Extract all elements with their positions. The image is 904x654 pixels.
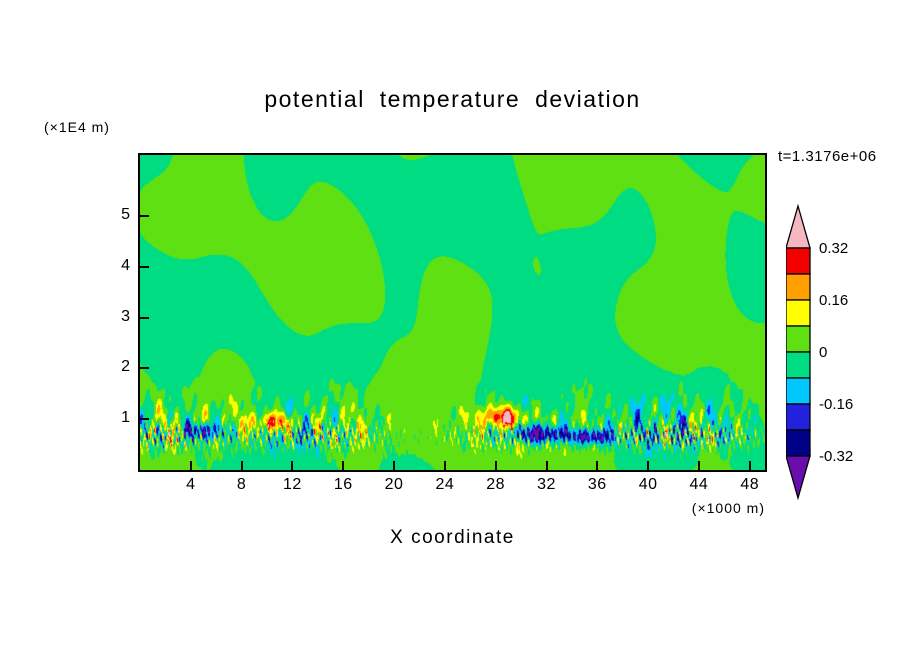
colorbar-label--0.32: -0.32	[819, 448, 853, 465]
colorbar-segment-5	[785, 377, 811, 405]
x-tick-mark-16	[342, 461, 345, 470]
x-tick-mark-44	[697, 461, 700, 470]
x-tick-mark-4	[189, 461, 192, 470]
x-tick-mark-48	[748, 461, 751, 470]
colorbar-segment-4	[785, 351, 811, 379]
colorbar-label-0.16: 0.16	[819, 292, 848, 309]
colorbar-label-0: 0	[819, 344, 827, 361]
x-tick-label-40: 40	[638, 476, 658, 493]
y-tick-mark-5	[140, 214, 149, 217]
x-axis-title: X coordinate	[390, 527, 515, 548]
x-tick-mark-20	[393, 461, 396, 470]
y-tick-mark-2	[140, 367, 149, 370]
y-tick-mark-3	[140, 316, 149, 319]
x-tick-label-8: 8	[236, 476, 247, 493]
x-tick-label-24: 24	[435, 476, 455, 493]
x-axis-units-label: (×1000 m)	[691, 500, 765, 516]
y-tick-label-2: 2	[121, 358, 130, 376]
colorbar-segment-2	[785, 299, 811, 327]
time-label: t=1.3176e+06	[778, 148, 877, 165]
colorbar-label-0.32: 0.32	[819, 240, 848, 257]
x-tick-mark-32	[545, 461, 548, 470]
colorbar-segment-3	[785, 325, 811, 353]
y-tick-mark-4	[140, 265, 149, 268]
x-tick-mark-12	[291, 461, 294, 470]
x-tick-label-28: 28	[486, 476, 506, 493]
colorbar-segment-6	[785, 403, 811, 431]
x-tick-label-32: 32	[537, 476, 556, 493]
colorbar-over-arrow	[785, 203, 811, 249]
plot-area: 4 8 12 16 20 24 28 32 36 40 44 48 1 2 3 4 5	[121, 153, 767, 493]
y-tick-mark-1	[140, 418, 149, 421]
x-tick-label-36: 36	[587, 476, 607, 493]
colorbar-label--0.16: -0.16	[819, 396, 853, 413]
y-tick-label-1: 1	[121, 409, 130, 427]
y-tick-label-5: 5	[121, 205, 130, 223]
x-tick-mark-28	[494, 461, 497, 470]
colorbar-segment-0	[785, 247, 811, 275]
y-axis-units-label: (×1E4 m)	[44, 119, 110, 135]
colorbar-segment-1	[785, 273, 811, 301]
x-tick-label-16: 16	[333, 476, 353, 493]
y-tick-label-4: 4	[121, 256, 130, 274]
colorbar: 0.32 0.16 0 -0.16 -0.32	[785, 203, 866, 504]
contour-field-canvas	[140, 155, 765, 470]
plot-title: potential temperature deviation	[264, 86, 641, 112]
x-tick-label-48: 48	[740, 476, 760, 493]
colorbar-segment-7	[785, 429, 811, 457]
x-tick-mark-36	[596, 461, 599, 470]
x-tick-label-12: 12	[283, 476, 302, 493]
colorbar-under-arrow	[785, 455, 811, 501]
x-tick-mark-24	[443, 461, 446, 470]
x-tick-label-44: 44	[689, 476, 709, 493]
x-tick-mark-8	[240, 461, 243, 470]
x-tick-label-4: 4	[186, 476, 196, 493]
x-tick-label-20: 20	[384, 476, 404, 493]
y-tick-label-3: 3	[121, 307, 130, 325]
x-tick-mark-40	[647, 461, 650, 470]
colorbar-svg: 0.32 0.16 0 -0.16 -0.32	[785, 203, 853, 501]
